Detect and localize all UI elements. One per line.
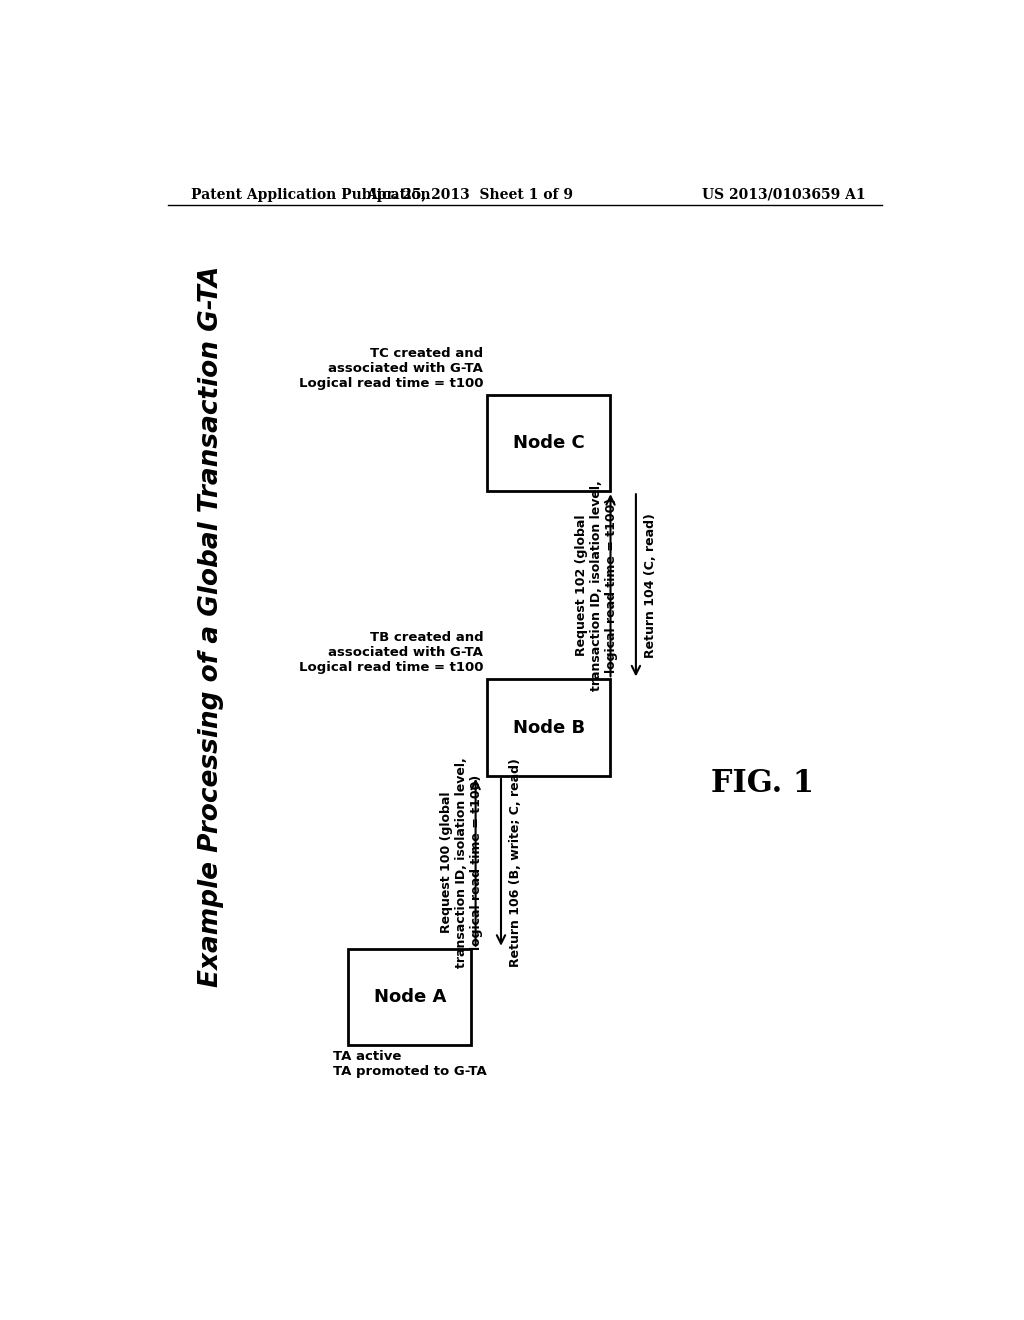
Text: Node C: Node C <box>513 434 585 451</box>
Text: Patent Application Publication: Patent Application Publication <box>191 187 431 202</box>
Text: Request 100 (global
transaction ID, isolation level,
logical read time = t100): Request 100 (global transaction ID, isol… <box>440 756 482 968</box>
Text: US 2013/0103659 A1: US 2013/0103659 A1 <box>702 187 866 202</box>
Bar <box>348 949 471 1045</box>
Text: Example Processing of a Global Transaction G-TA: Example Processing of a Global Transacti… <box>199 265 224 986</box>
Text: Return 106 (B, write; C, read): Return 106 (B, write; C, read) <box>509 758 522 966</box>
Text: TC created and
associated with G-TA
Logical read time = t100: TC created and associated with G-TA Logi… <box>299 347 483 389</box>
Bar <box>487 395 610 491</box>
Text: Return 104 (C, read): Return 104 (C, read) <box>644 513 656 657</box>
Text: FIG. 1: FIG. 1 <box>712 768 814 799</box>
Text: Request 102 (global
transaction ID, isolation level,
logical read time = t100): Request 102 (global transaction ID, isol… <box>574 480 617 690</box>
Text: TA active
TA promoted to G-TA: TA active TA promoted to G-TA <box>333 1051 486 1078</box>
Text: Node B: Node B <box>513 718 585 737</box>
Text: TB created and
associated with G-TA
Logical read time = t100: TB created and associated with G-TA Logi… <box>299 631 483 675</box>
Text: Node A: Node A <box>374 987 445 1006</box>
Text: Apr. 25, 2013  Sheet 1 of 9: Apr. 25, 2013 Sheet 1 of 9 <box>366 187 572 202</box>
Bar <box>487 680 610 776</box>
